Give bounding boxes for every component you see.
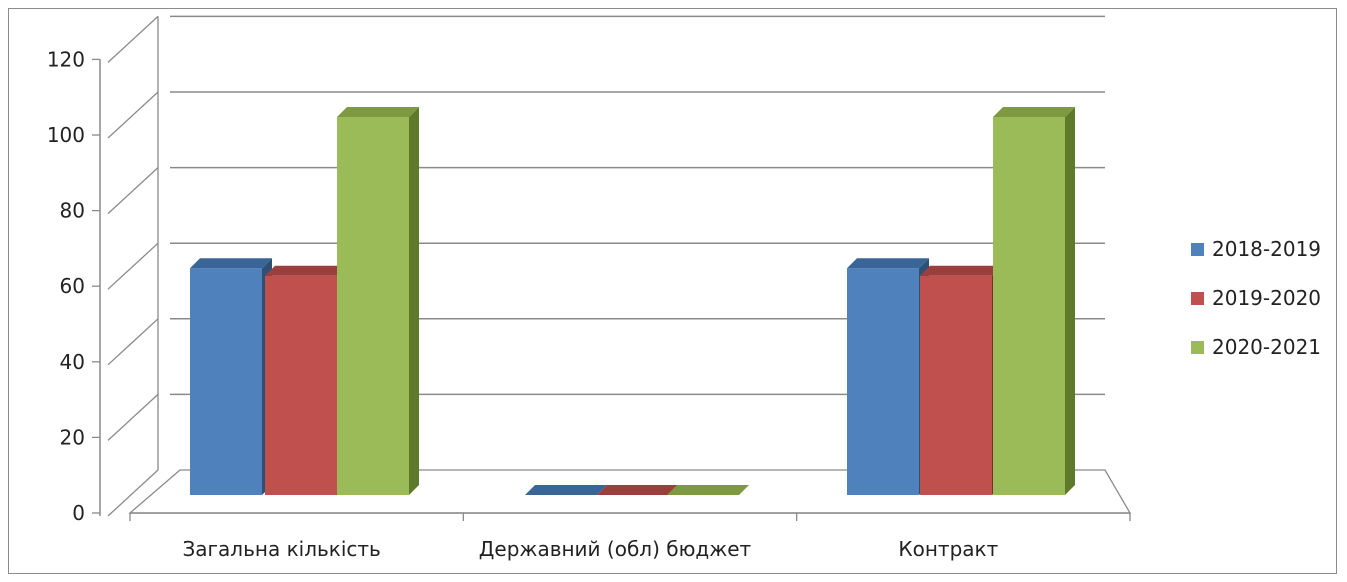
wall-diagonal-80 <box>107 167 159 215</box>
bar-top-1-0 <box>265 265 347 276</box>
bar-top-0-0 <box>190 258 272 269</box>
bar-0-2 <box>847 258 929 495</box>
y-tick-label-20: 20 <box>60 425 85 449</box>
bar-1-1 <box>597 485 679 495</box>
legend-swatch-0 <box>1191 243 1204 256</box>
legend-swatch-2 <box>1191 341 1204 354</box>
bars <box>190 107 1075 495</box>
bar-front-0-0 <box>190 268 262 495</box>
legend: 2018-2019 2019-2020 2020-2021 <box>1191 237 1321 359</box>
wall-diagonal-0 <box>107 469 159 517</box>
bar-top-1-1 <box>597 485 679 495</box>
bar-front-0-2 <box>847 268 919 495</box>
wall-diagonal-60 <box>107 242 159 290</box>
wall-diagonal-40 <box>107 318 159 366</box>
y-tick-label-60: 60 <box>60 274 85 298</box>
wall-diagonal-100 <box>107 91 159 139</box>
bar-front-1-0 <box>265 275 337 495</box>
bar-top-0-2 <box>847 258 929 269</box>
bar-side-2-2 <box>1065 107 1075 495</box>
bar-0-1 <box>525 485 607 495</box>
bar-top-1-2 <box>920 265 1002 276</box>
bar-front-2-0 <box>337 117 409 495</box>
legend-label-1: 2019-2020 <box>1212 286 1321 310</box>
x-axis-categories: Загальна кількість Державний (обл) бюджет… <box>182 537 998 561</box>
bar-top-2-1 <box>667 485 749 495</box>
bar-1-0 <box>265 265 347 495</box>
wall-diagonal-120 <box>107 15 159 63</box>
category-label-2: Контракт <box>898 537 998 561</box>
y-tick-label-120: 120 <box>47 47 85 71</box>
legend-label-0: 2018-2019 <box>1212 237 1321 261</box>
bar-top-2-0 <box>337 107 419 117</box>
category-label-1: Державний (обл) бюджет <box>479 537 752 561</box>
bar-0-0 <box>190 258 272 495</box>
bar-2-0 <box>337 107 419 495</box>
bar-2-2 <box>993 107 1075 495</box>
bar-front-1-2 <box>920 275 992 495</box>
bar-front-2-2 <box>993 117 1065 495</box>
bar-side-2-0 <box>409 107 419 495</box>
wall-diagonal-20 <box>107 393 159 441</box>
bar-2-1 <box>667 485 749 495</box>
bar-top-2-2 <box>993 107 1075 117</box>
legend-swatch-1 <box>1191 292 1204 305</box>
y-tick-label-40: 40 <box>60 350 85 374</box>
category-label-0: Загальна кількість <box>182 537 380 561</box>
y-tick-label-80: 80 <box>60 199 85 223</box>
y-tick-label-0: 0 <box>72 501 85 525</box>
bar-top-0-1 <box>525 485 607 495</box>
y-axis-ticks: 0 20 40 60 80 100 120 <box>47 47 100 525</box>
legend-label-2: 2020-2021 <box>1212 335 1321 359</box>
y-tick-label-100: 100 <box>47 123 85 147</box>
bar-1-2 <box>920 265 1002 495</box>
